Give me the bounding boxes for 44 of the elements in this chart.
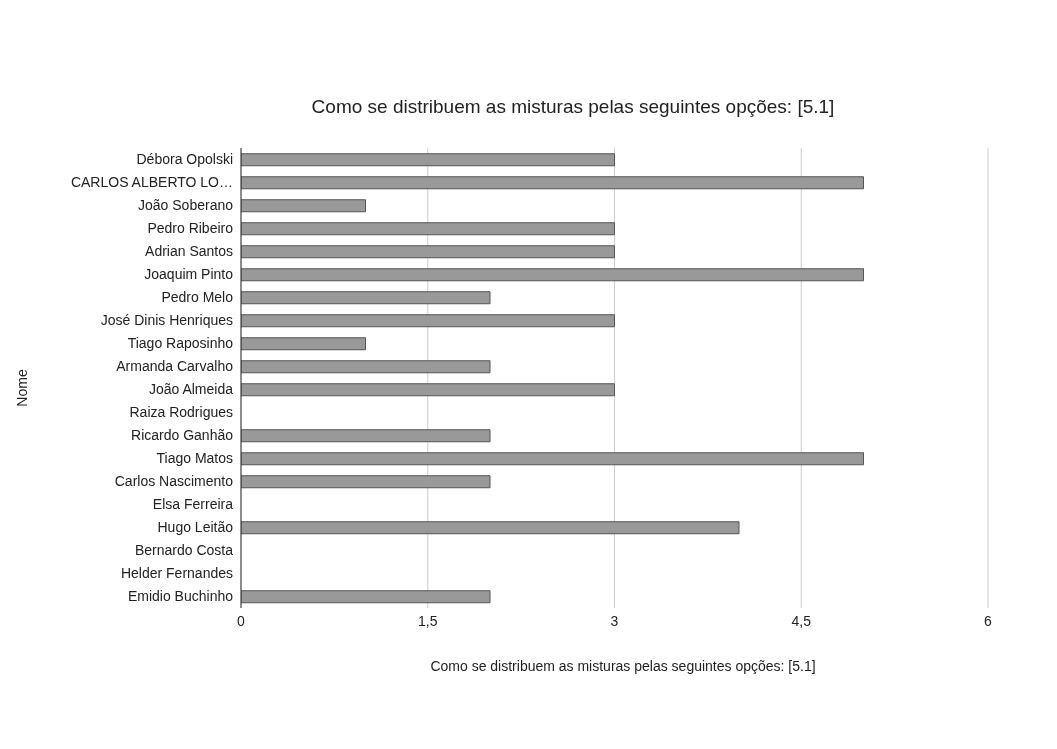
y-tick-label: Pedro Ribeiro	[147, 220, 234, 237]
y-tick-label: Raiza Rodrigues	[129, 404, 233, 421]
bar	[241, 245, 615, 259]
y-axis-title: Nome	[13, 369, 30, 407]
y-tick-label: Hugo Leitão	[157, 519, 234, 536]
bar	[241, 475, 491, 489]
y-tick-label: Débora Opolski	[136, 151, 233, 168]
y-tick-label: Tiago Matos	[156, 450, 233, 467]
bar	[241, 590, 491, 604]
chart-title: Como se distribuem as misturas pelas seguintes opções: [5.1]	[310, 96, 836, 118]
y-tick-label: João Soberano	[138, 197, 234, 214]
x-tick-label: 1,5	[418, 612, 438, 629]
x-tick-label: 6	[984, 612, 993, 629]
x-tick-label: 4,5	[791, 612, 812, 629]
bar	[241, 360, 491, 374]
bar	[241, 452, 864, 466]
y-tick-label: João Almeida	[148, 381, 234, 398]
bar	[241, 337, 366, 351]
bar	[241, 153, 615, 167]
y-tick-label: Adrian Santos	[145, 243, 233, 260]
y-tick-label: Emidio Buchinho	[127, 588, 234, 605]
y-tick-label: José Dinis Henriques	[100, 312, 233, 329]
bar	[241, 268, 864, 282]
y-tick-label: Bernardo Costa	[134, 542, 234, 559]
y-tick-label: CARLOS ALBERTO LO…	[70, 174, 233, 191]
bar	[241, 222, 615, 236]
y-tick-label: Tiago Raposinho	[127, 335, 234, 352]
y-tick-label: Carlos Nascimento	[114, 473, 234, 490]
x-tick-label: 3	[610, 612, 619, 629]
x-axis-title: Como se distribuem as misturas pelas seguintes opções: [5.1]	[429, 658, 817, 674]
bar	[241, 521, 740, 535]
bar	[241, 176, 864, 190]
bar	[241, 383, 615, 397]
y-tick-label: Joaquim Pinto	[144, 266, 234, 283]
x-tick-label: 0	[237, 612, 246, 629]
y-tick-label: Helder Fernandes	[120, 565, 233, 582]
bar	[241, 429, 491, 443]
bar	[241, 199, 366, 213]
y-tick-label: Armanda Carvalho	[116, 358, 234, 375]
y-tick-label: Ricardo Ganhão	[131, 427, 234, 444]
bar	[241, 314, 615, 328]
y-tick-label: Pedro Melo	[161, 289, 234, 306]
bar	[241, 291, 491, 305]
y-tick-label: Elsa Ferreira	[152, 496, 234, 513]
